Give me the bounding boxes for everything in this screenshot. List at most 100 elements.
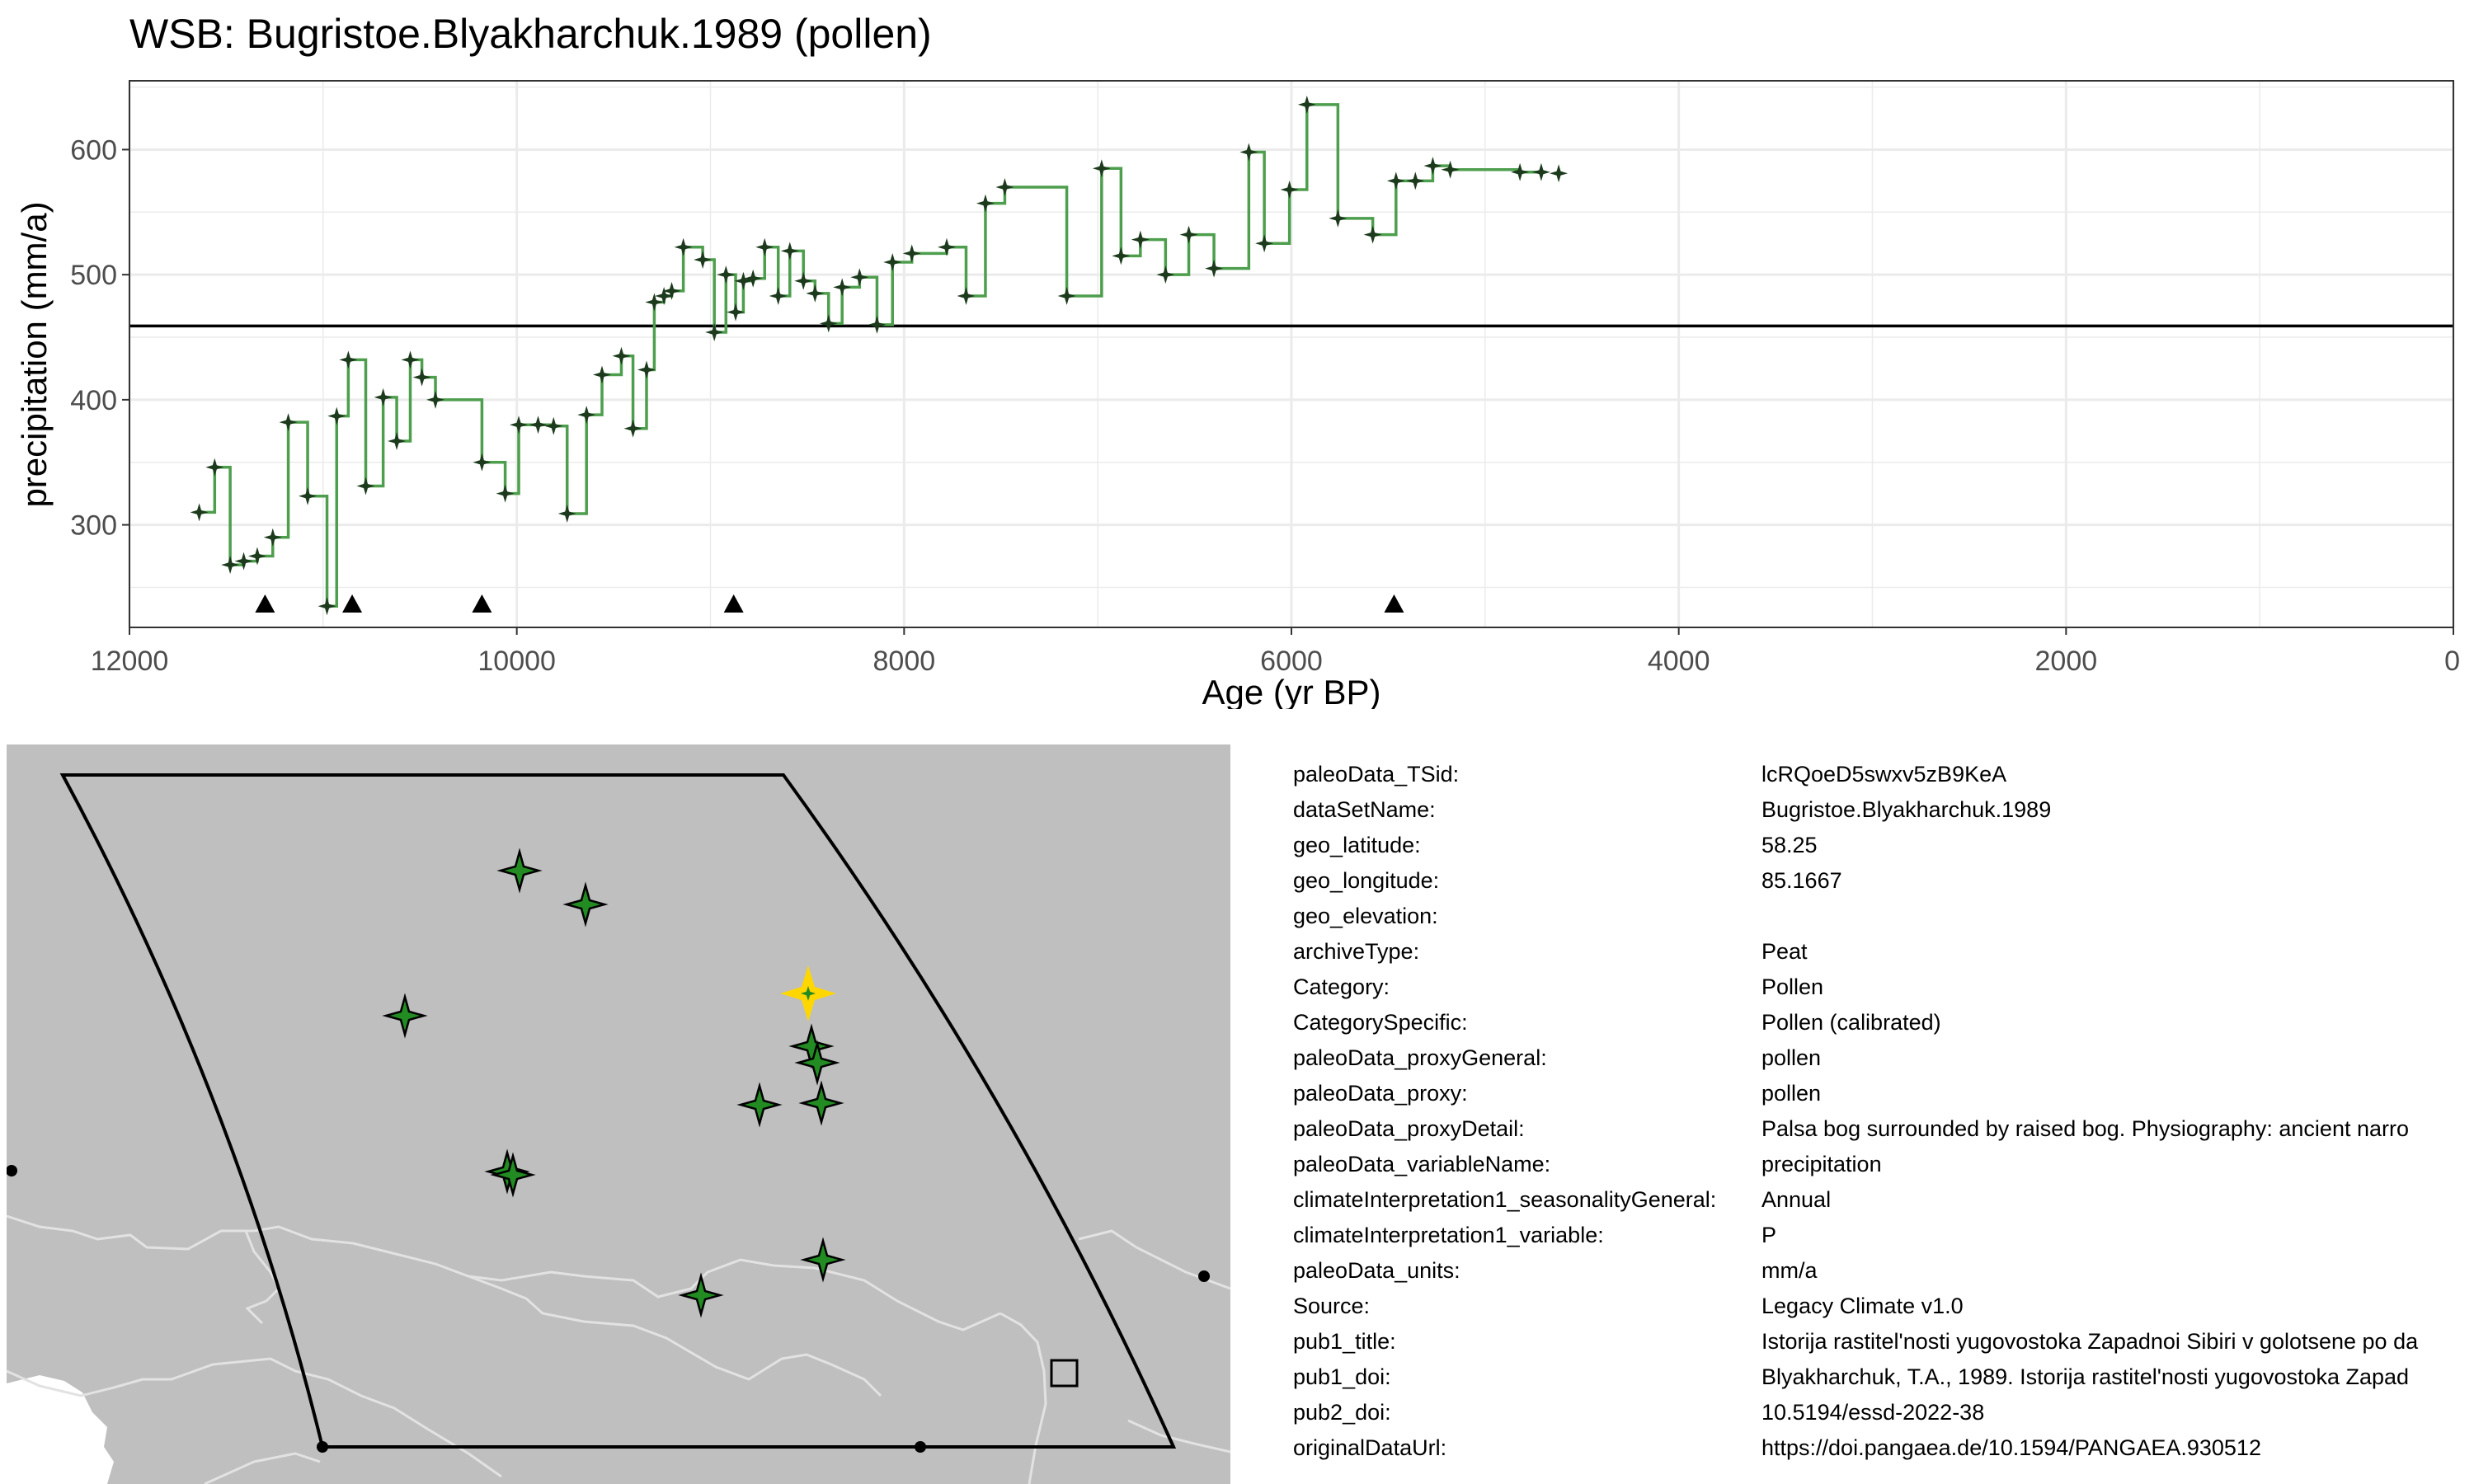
data-point [1057, 286, 1076, 305]
metadata-key: paleoData_proxy: [1293, 1081, 1468, 1106]
y-tick-label: 500 [70, 260, 117, 291]
metadata-value: Annual [1761, 1187, 1832, 1212]
data-point [976, 194, 995, 213]
data-point [1511, 162, 1530, 181]
data-point [412, 368, 431, 387]
metadata-row: paleoData_units: mm/a [1293, 1253, 2474, 1289]
x-tick-label: 0 [2444, 646, 2460, 677]
chart-title: WSB: Bugristoe.Blyakharchuk.1989 (pollen… [129, 11, 932, 57]
boundary-dot [1198, 1270, 1210, 1282]
x-tick-label: 12000 [91, 646, 169, 677]
data-point [1156, 265, 1175, 284]
metadata-key: Category: [1293, 974, 1390, 999]
metadata-value: Pollen (calibrated) [1761, 1010, 1941, 1035]
metadata-key: geo_latitude: [1293, 833, 1421, 857]
x-tick-label: 8000 [873, 646, 936, 677]
site-star [794, 1040, 840, 1086]
coastline-white [7, 1375, 114, 1484]
data-point [234, 552, 253, 571]
metadata-table: paleoData_TSid: lcRQoeD5swxv5zB9KeA dataSe… [1293, 757, 2474, 1474]
data-point [1131, 230, 1150, 249]
data-point [190, 503, 209, 522]
metadata-key: Source: [1293, 1294, 1371, 1318]
metadata-key: paleoData_units: [1293, 1258, 1460, 1283]
data-point [263, 528, 282, 547]
metadata-key: pub1_title: [1293, 1329, 1396, 1354]
metadata-row: pub1_doi: Blyakharchuk, T.A., 1989. Istor… [1293, 1360, 2474, 1395]
metadata-key: paleoData_proxyDetail: [1293, 1116, 1525, 1141]
data-point [755, 237, 774, 256]
metadata-value: 58.25 [1761, 833, 1818, 857]
data-point [1329, 209, 1348, 228]
data-point [510, 416, 529, 434]
data-point [221, 556, 240, 575]
data-point [1363, 225, 1382, 244]
metadata-row: CategorySpecific: Pollen (calibrated) [1293, 1005, 2474, 1040]
metadata-row: originalDataUrl: https://doi.pangaea.de/1… [1293, 1430, 2474, 1466]
x-axis-label: Age (yr BP) [1202, 673, 1380, 709]
data-point [1179, 225, 1198, 244]
date-marker-triangle [342, 594, 363, 613]
x-tick-label: 10000 [477, 646, 556, 677]
data-point [473, 453, 492, 472]
metadata-value: 85.1667 [1761, 868, 1842, 893]
data-point [577, 406, 596, 425]
data-point [1531, 162, 1550, 181]
data-points [190, 95, 1569, 616]
metadata-row: geo_longitude: 85.1667 [1293, 863, 2474, 899]
metadata-value: lcRQoeD5swxv5zB9KeA [1761, 762, 2007, 787]
metadata-row: Source: Legacy Climate v1.0 [1293, 1289, 2474, 1324]
data-point [592, 365, 611, 384]
site-markers [382, 848, 846, 1318]
metadata-value: pollen [1761, 1081, 1822, 1106]
metadata-key: pub1_doi: [1293, 1364, 1391, 1389]
date-marker-triangle [723, 594, 744, 613]
data-point [1550, 164, 1569, 183]
data-point [557, 504, 576, 523]
data-point [1255, 234, 1274, 253]
y-tick-label: 600 [70, 134, 117, 166]
data-point [833, 278, 852, 297]
metadata-value: Pollen [1761, 974, 1824, 999]
site-star [382, 993, 428, 1039]
data-point [279, 413, 298, 432]
boundary-dots [7, 1165, 1210, 1453]
metadata-key: climateInterpretation1_seasonalityGenera… [1293, 1187, 1717, 1212]
data-point [637, 360, 656, 379]
data-point [388, 431, 407, 450]
data-point [1205, 259, 1224, 278]
metadata-value: 10.5194/essd-2022-38 [1761, 1400, 1985, 1425]
data-point [529, 416, 548, 434]
metadata-value: Peat [1761, 939, 1808, 964]
date-marker-triangle [472, 594, 492, 613]
grid-lines [128, 81, 2455, 627]
x-tick-label: 6000 [1260, 646, 1323, 677]
data-point [937, 237, 956, 256]
date-marker-triangle [255, 594, 275, 613]
metadata-value: pollen [1761, 1045, 1822, 1070]
site-star [736, 1082, 783, 1128]
data-point [496, 484, 515, 503]
metadata-key: paleoData_TSid: [1293, 762, 1460, 787]
precipitation-chart: WSB: Bugristoe.Blyakharchuk.1989 (pollen… [15, 11, 2460, 709]
data-point [655, 286, 674, 305]
metadata-row: dataSetName: Bugristoe.Blyakharchuk.1989 [1293, 792, 2474, 828]
data-point [780, 242, 799, 261]
data-point [734, 271, 753, 290]
region-boundary [59, 773, 1177, 1449]
data-point [1280, 180, 1299, 199]
metadata-key: paleoData_variableName: [1293, 1152, 1551, 1176]
data-point [769, 286, 788, 305]
x-tick-label: 4000 [1648, 646, 1710, 677]
boundary-dot [7, 1165, 17, 1176]
data-point [995, 177, 1014, 196]
data-point [674, 237, 693, 256]
data-point [662, 281, 681, 300]
metadata-row: Category: Pollen [1293, 970, 2474, 1005]
metadata-value: Blyakharchuk, T.A., 1989. Istorija rasti… [1761, 1364, 2410, 1389]
data-point [1406, 171, 1425, 190]
square-marker [1050, 1359, 1079, 1388]
data-point [426, 390, 445, 409]
boundary-dot [317, 1441, 328, 1453]
metadata-value: Istorija rastitel'nosti yugovostoka Zapa… [1761, 1329, 2419, 1354]
